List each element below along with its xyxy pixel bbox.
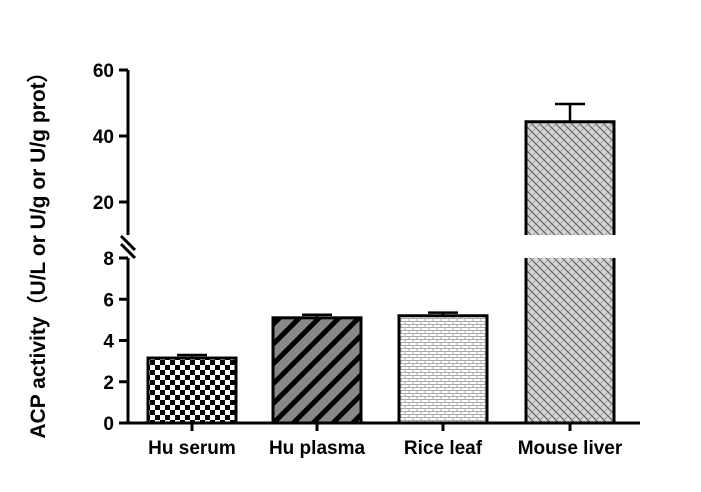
axis-break-mark: [119, 242, 137, 260]
x-tick-label: Rice leaf: [404, 438, 483, 459]
bar: [271, 316, 363, 425]
y-tick-label: 20: [93, 193, 114, 214]
y-tick-label: 2: [103, 373, 114, 394]
plot-area: 0 2 4 6 8 20 40 60 Hu serum Hu plasma Rice leaf Mou…: [93, 61, 640, 459]
y-tick-label: 40: [93, 127, 114, 148]
y-tick-label: 4: [103, 332, 114, 353]
bar: [397, 314, 489, 425]
x-tick-label: Mouse liver: [518, 438, 623, 459]
bar: [146, 356, 238, 425]
bar-lower-part: [526, 258, 614, 423]
y-tick-label: 0: [103, 414, 114, 435]
bar-upper-part: [526, 121, 614, 235]
x-tick-label: Hu plasma: [269, 438, 366, 459]
y-tick-label: 8: [103, 249, 114, 270]
y-tick-label: 6: [103, 290, 114, 311]
y-tick-label: 60: [93, 61, 114, 82]
axis-break-mark: [119, 234, 137, 252]
y-axis-title: ACP activity（U/L or U/g or U/g prot）: [26, 61, 50, 438]
x-tick-label: Hu serum: [148, 438, 236, 459]
